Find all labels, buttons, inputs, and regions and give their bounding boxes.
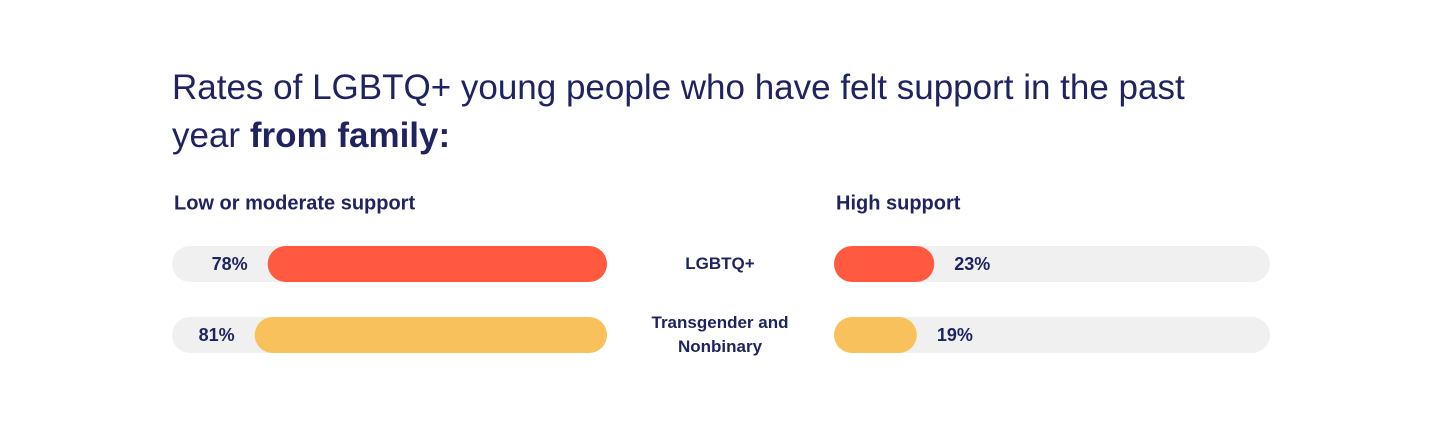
title-text: Rates of LGBTQ+ young people who have fe… [172, 68, 1185, 155]
value-label: 81% [199, 325, 235, 345]
bar [834, 246, 935, 282]
value-label: 23% [954, 254, 990, 274]
title-emphasis: from family: [249, 116, 451, 155]
bar [254, 317, 607, 353]
value-label: 78% [212, 254, 248, 274]
bar [267, 246, 607, 282]
bar-track [834, 246, 1270, 282]
bar-track [834, 317, 1270, 353]
series-label: Low or moderate support [174, 192, 415, 214]
value-label: 19% [937, 325, 973, 345]
chart-title: Rates of LGBTQ+ young people who have fe… [172, 64, 1242, 160]
category-label: Transgender and Nonbinary [651, 313, 789, 356]
bar [834, 317, 917, 353]
series-label: High support [836, 192, 961, 214]
category-label: LGBTQ+ [685, 254, 755, 273]
